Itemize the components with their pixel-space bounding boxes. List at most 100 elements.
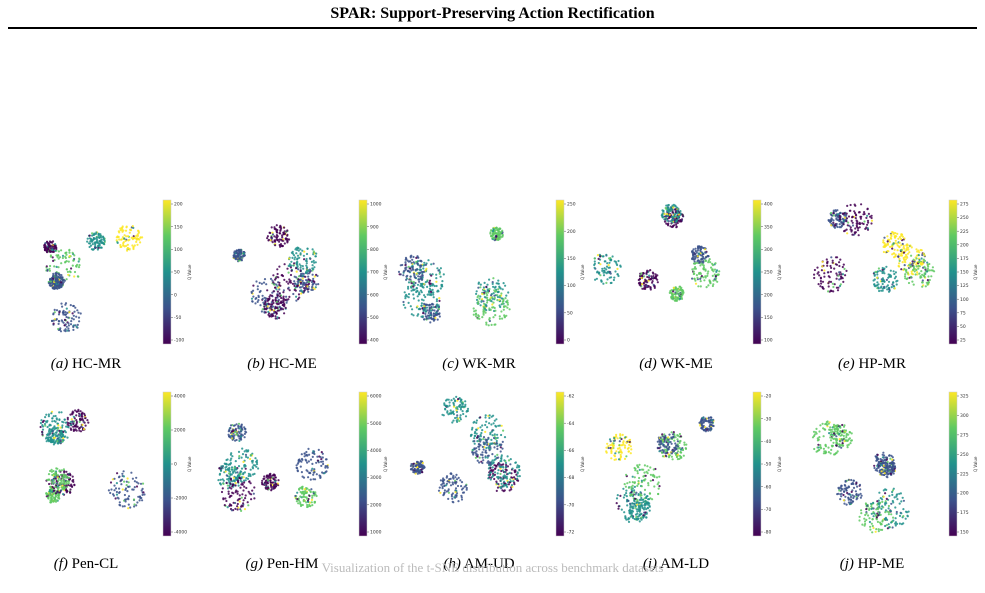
scatter-cloud <box>43 225 143 332</box>
colorbar-tick-label: 400 <box>764 202 773 208</box>
colorbar-label: Q Value <box>973 264 978 280</box>
subfigure-label: (b) <box>247 356 265 372</box>
tsne-scatter: -62-64-66-68-70-72Q Value <box>393 388 589 548</box>
colorbar <box>556 200 564 344</box>
colorbar-tick-label: -80 <box>764 530 771 536</box>
colorbar-label: Q Value <box>777 456 782 472</box>
colorbar <box>359 392 367 536</box>
colorbar-tick-label: 100 <box>174 247 183 253</box>
subfigure-caption: (b) HC-ME <box>196 356 368 373</box>
colorbar-tick-label: 225 <box>960 229 969 235</box>
colorbar-tick-label: 250 <box>764 270 773 276</box>
colorbar-tick-label: 0 <box>174 462 177 468</box>
colorbar-tick-label: -72 <box>567 530 574 536</box>
scatter-cloud <box>398 227 511 327</box>
scatter-cloud <box>40 409 146 510</box>
colorbar-tick-label: 150 <box>567 256 576 262</box>
colorbar-tick-label: 50 <box>960 324 966 330</box>
colorbar-tick-label: 175 <box>960 256 969 262</box>
colorbar-tick-label: 600 <box>370 292 379 298</box>
subfigure-label: (c) <box>442 356 459 372</box>
colorbar-tick-label: 100 <box>567 283 576 289</box>
colorbar-label: Q Value <box>973 456 978 472</box>
colorbar-tick-label: -68 <box>567 475 574 481</box>
colorbar-label: Q Value <box>580 456 585 472</box>
figure-caption: Visualization of the t-SNE distribution … <box>0 560 985 576</box>
subfigure-name: WK-MR <box>459 356 516 372</box>
colorbar-tick-label: 200 <box>764 292 773 298</box>
colorbar-tick-label: 500 <box>370 315 379 321</box>
colorbar-tick-label: -50 <box>174 315 181 321</box>
colorbar-label: Q Value <box>580 264 585 280</box>
colorbar-tick-label: 225 <box>960 471 969 477</box>
scatter-cloud <box>217 423 329 512</box>
colorbar <box>359 200 367 344</box>
colorbar-tick-label: -60 <box>764 484 771 490</box>
colorbar-label: Q Value <box>777 264 782 280</box>
panel-wk-me: 400 350 300 250 200 150 100 Q Value (d) WK-ME <box>590 196 786 401</box>
colorbar-tick-label: 150 <box>174 224 183 230</box>
subfigure-name: HP-MR <box>855 356 906 372</box>
subfigure-caption: (c) WK-MR <box>393 356 565 373</box>
subfigure-caption: (d) WK-ME <box>590 356 762 373</box>
subfigure-label: (a) <box>51 356 69 372</box>
colorbar-tick-label: 4000 <box>370 448 382 454</box>
colorbar <box>949 200 957 344</box>
colorbar-tick-label: -66 <box>567 448 574 454</box>
colorbar-tick-label: 150 <box>960 270 969 276</box>
scatter-cloud <box>233 224 320 320</box>
subfigure-name: HC-MR <box>68 356 121 372</box>
scatter-cloud <box>813 203 935 293</box>
colorbar-tick-label: 2000 <box>174 428 186 434</box>
colorbar-tick-label: -64 <box>567 421 574 427</box>
colorbar-tick-label: 300 <box>764 247 773 253</box>
colorbar-tick-label: 0 <box>174 292 177 298</box>
colorbar-tick-label: 125 <box>960 283 969 289</box>
running-head: SPAR: Support-Preserving Action Rectific… <box>0 5 985 23</box>
colorbar-tick-label: 275 <box>960 432 969 438</box>
scatter-cloud <box>605 416 715 523</box>
colorbar-tick-label: 50 <box>174 270 180 276</box>
colorbar-tick-label: -2000 <box>174 496 187 502</box>
colorbar-tick-label: 100 <box>960 297 969 303</box>
colorbar-tick-label: 175 <box>960 510 969 516</box>
colorbar <box>163 392 171 536</box>
colorbar-tick-label: 350 <box>764 224 773 230</box>
colorbar-tick-label: -50 <box>764 462 771 468</box>
colorbar-tick-label: 275 <box>960 202 969 208</box>
colorbar-tick-label: -20 <box>764 394 771 400</box>
colorbar <box>556 392 564 536</box>
colorbar-tick-label: 200 <box>960 242 969 248</box>
colorbar-tick-label: 0 <box>567 338 570 344</box>
colorbar-tick-label: 1000 <box>370 530 382 536</box>
scatter-cloud <box>812 420 910 533</box>
colorbar-label: Q Value <box>383 456 388 472</box>
colorbar-tick-label: 3000 <box>370 475 382 481</box>
colorbar-tick-label: -100 <box>174 338 184 344</box>
colorbar-tick-label: 150 <box>960 530 969 536</box>
subfigure-caption: (e) HP-MR <box>786 356 958 373</box>
subfigure-label: (d) <box>639 356 657 372</box>
colorbar-tick-label: 6000 <box>370 394 382 400</box>
colorbar-tick-label: 400 <box>370 338 379 344</box>
colorbar-tick-label: 250 <box>960 452 969 458</box>
colorbar-tick-label: 250 <box>567 202 576 208</box>
colorbar-tick-label: 150 <box>764 315 773 321</box>
scatter-cloud <box>410 396 521 504</box>
colorbar-tick-label: 250 <box>960 215 969 221</box>
tsne-scatter: 400 350 300 250 200 150 100 Q Value <box>590 196 786 356</box>
scatter-cloud <box>593 204 720 302</box>
colorbar-tick-label: 100 <box>764 338 773 344</box>
colorbar-tick-label: -40 <box>764 439 771 445</box>
colorbar-tick-label: -30 <box>764 416 771 422</box>
subfigure-caption: (a) HC-MR <box>0 356 172 373</box>
colorbar-tick-label: 300 <box>960 413 969 419</box>
subfigure-label: (e) <box>838 356 855 372</box>
